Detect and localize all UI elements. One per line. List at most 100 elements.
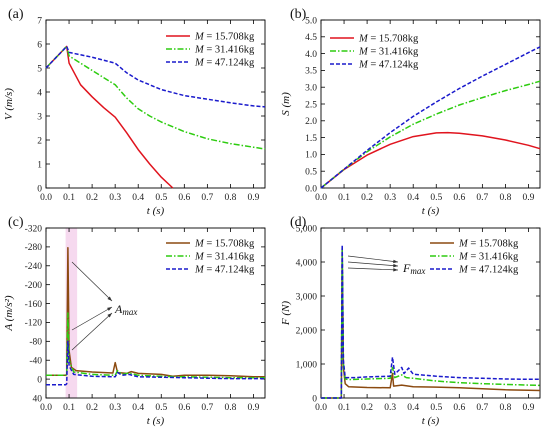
y-tick-label: 2.5	[305, 100, 317, 110]
y-tick-label: -80	[29, 338, 42, 348]
plot-frame	[45, 227, 266, 399]
series-line-2	[46, 312, 265, 379]
y-tick-label: 0	[37, 375, 42, 385]
y-tick-label: 4.0	[305, 50, 317, 60]
chart-panel-4: 0.0 0.1 0.2 0.3 0.4 0.5 0.6 0.7 0.8 0.9 0 1,000 2,00…	[280, 215, 541, 427]
annotation-arrowhead	[107, 313, 112, 318]
x-tick-label: 0.6	[178, 403, 190, 413]
legend-value: = 47.124kg	[368, 60, 419, 71]
legend-entry: M = 15.708kg	[358, 34, 419, 45]
y-tick-label: 4.5	[305, 33, 317, 43]
legend-value: = 47.124kg	[204, 265, 255, 276]
y-tick-label: 3,000	[296, 292, 318, 302]
y-tick-label: 0.0	[305, 184, 317, 194]
legend-var: M	[194, 32, 205, 43]
y-axis-label: V (m/s)	[3, 88, 15, 120]
x-tick-label: 0.8	[224, 193, 236, 203]
x-tick-label: 0.4	[132, 193, 144, 203]
y-tick-label: -280	[25, 243, 43, 253]
x-tick-label: 0.0	[315, 193, 327, 203]
x-tick-label: 0.0	[40, 193, 52, 203]
legend-value: = 31.416kg	[204, 45, 255, 56]
annotation-subscript: max	[122, 307, 137, 317]
y-tick-label: 40	[33, 394, 43, 404]
x-tick-label: 0.3	[384, 193, 396, 203]
x-tick-label: 0.3	[109, 193, 121, 203]
x-tick-label: 0.7	[476, 193, 488, 203]
series-line-3	[321, 244, 540, 399]
legend-var: M	[194, 45, 205, 56]
panel-label: (d)	[290, 215, 307, 230]
y-axis-label: F (N)	[280, 301, 292, 326]
series-line-2	[45, 45, 266, 150]
plot-frame	[320, 227, 541, 399]
y-tick-label: -40	[29, 357, 42, 367]
annotation-label: Fmax	[402, 261, 425, 276]
legend-entry: M = 31.416kg	[358, 47, 419, 58]
series-line-2	[321, 246, 541, 399]
y-tick-label: 5	[37, 64, 42, 74]
legend-var: M	[358, 60, 369, 71]
series-line-1	[45, 45, 174, 189]
series-line-3	[320, 46, 541, 189]
annotation-arrow	[71, 306, 113, 331]
series-line-2	[320, 80, 541, 189]
legend-var: M	[458, 252, 469, 263]
panel-label: (b)	[290, 7, 307, 22]
x-tick-label: 0.1	[63, 403, 75, 413]
legend-value: = 15.708kg	[204, 32, 255, 43]
legend-entry: M = 47.124kg	[458, 265, 519, 276]
x-tick-label: 0.3	[109, 403, 121, 413]
x-tick-label: 0.8	[224, 403, 236, 413]
x-tick-label: 0.4	[407, 403, 419, 413]
y-tick-label: 5.0	[305, 16, 317, 26]
legend-entry: M = 47.124kg	[194, 58, 255, 69]
x-tick-label: 0.0	[315, 403, 327, 413]
x-tick-label: 0.2	[361, 403, 373, 413]
series-line-3	[46, 340, 265, 386]
legend-entry: M = 31.416kg	[458, 252, 519, 263]
annotation-arrowhead	[393, 263, 398, 268]
y-axis-label: A (m/s²)	[3, 295, 15, 332]
y-tick-label: -240	[25, 262, 43, 272]
x-tick-label: 0.5	[430, 403, 442, 413]
x-tick-label: 0.9	[523, 193, 535, 203]
y-tick-label: 2,000	[296, 326, 318, 336]
x-tick-label: 0.7	[201, 403, 213, 413]
x-tick-label: 0.4	[407, 193, 419, 203]
series-line-1	[320, 131, 541, 189]
legend-var: M	[194, 265, 205, 276]
y-tick-label: 5,000	[296, 224, 318, 234]
y-tick-label: 2	[37, 136, 42, 146]
x-axis-label: t (s)	[147, 205, 165, 217]
y-tick-label: -120	[25, 319, 43, 329]
y-axis-label: S (m)	[280, 92, 292, 116]
y-tick-label: 1,000	[296, 360, 318, 370]
y-tick-label: 3.0	[305, 84, 317, 94]
x-tick-label: 0.8	[499, 403, 511, 413]
x-tick-label: 0.4	[132, 403, 144, 413]
legend-entry: M = 31.416kg	[194, 252, 255, 263]
chart-panel-2: 0.0 0.1 0.2 0.3 0.4 0.5 0.6 0.7 0.8 0.9 0.0 0.5 1.0 1…	[280, 7, 541, 217]
y-tick-label: 0.5	[305, 168, 317, 178]
legend-entry: M = 47.124kg	[194, 265, 255, 276]
annotation-arrowhead	[393, 268, 398, 272]
annotation-arrow	[347, 255, 399, 263]
legend-var: M	[458, 239, 469, 250]
y-tick-label: 1.5	[305, 134, 317, 144]
chart-panel-3: 0.0 0.1 0.2 0.3 0.4 0.5 0.6 0.7 0.8 0.9 -320 -280 -2…	[3, 215, 266, 427]
legend-var: M	[194, 58, 205, 69]
x-tick-label: 0.7	[476, 403, 488, 413]
annotation-arrow	[71, 312, 113, 351]
panel-label: (c)	[8, 215, 24, 230]
y-tick-label: 3.5	[305, 67, 317, 77]
x-tick-label: 0.2	[86, 403, 98, 413]
series-line-1	[321, 248, 541, 399]
x-tick-label: 0.3	[384, 403, 396, 413]
legend-value: = 47.124kg	[204, 58, 255, 69]
panel-label: (a)	[8, 7, 24, 22]
highlight-band	[65, 228, 78, 398]
legend-entry: M = 15.708kg	[194, 239, 255, 250]
x-tick-label: 0.8	[499, 193, 511, 203]
